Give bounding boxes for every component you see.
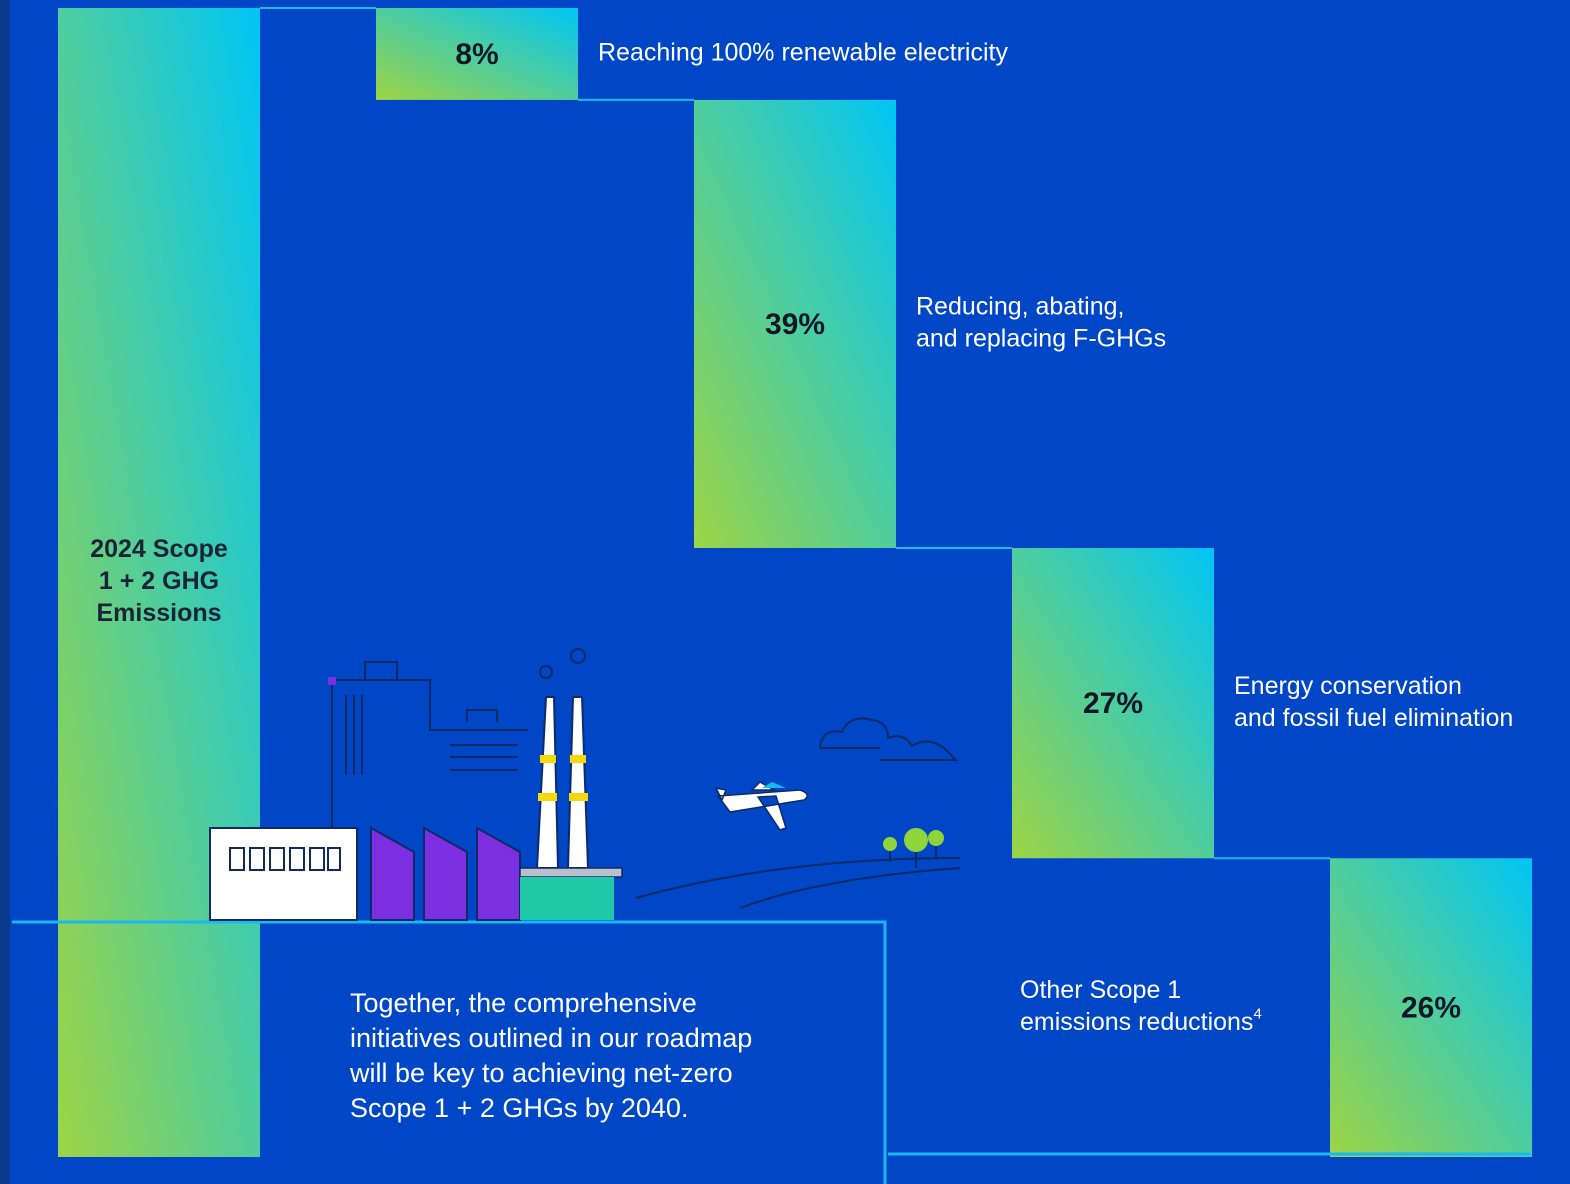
- total-bar: [58, 8, 260, 1157]
- total-label: 1 + 2 GHG: [99, 567, 219, 595]
- category-label: Other Scope 1: [1020, 976, 1181, 1004]
- total-label: 2024 Scope: [90, 535, 228, 563]
- footnote-mark: 4: [1253, 1006, 1261, 1023]
- category-label: emissions reductions4: [1020, 1006, 1262, 1037]
- value-label: 8%: [455, 38, 498, 71]
- category-label: Energy conservation: [1234, 672, 1462, 700]
- bars: [58, 7, 1532, 1157]
- value-label: 26%: [1401, 992, 1461, 1025]
- value-label: 39%: [765, 308, 825, 341]
- note-text: Together, the comprehensive: [350, 988, 697, 1018]
- edge-strip: [0, 0, 10, 1184]
- bar: [376, 8, 578, 100]
- illustration: [209, 648, 961, 921]
- note-text: Scope 1 + 2 GHGs by 2040.: [350, 1093, 688, 1123]
- category-label: Reducing, abating,: [916, 293, 1124, 321]
- bar: [1330, 858, 1532, 1157]
- note-text: initiatives outlined in our roadmap: [350, 1023, 752, 1053]
- category-label: and fossil fuel elimination: [1234, 704, 1513, 732]
- total-label: Emissions: [96, 599, 221, 627]
- category-label: Reaching 100% renewable electricity: [598, 39, 1008, 67]
- bar: [1012, 548, 1214, 859]
- bar: [694, 99, 896, 549]
- note-text: will be key to achieving net-zero: [349, 1058, 733, 1088]
- value-label: 27%: [1083, 687, 1143, 720]
- category-label: and replacing F-GHGs: [916, 325, 1166, 353]
- frame-line: [12, 920, 1531, 1184]
